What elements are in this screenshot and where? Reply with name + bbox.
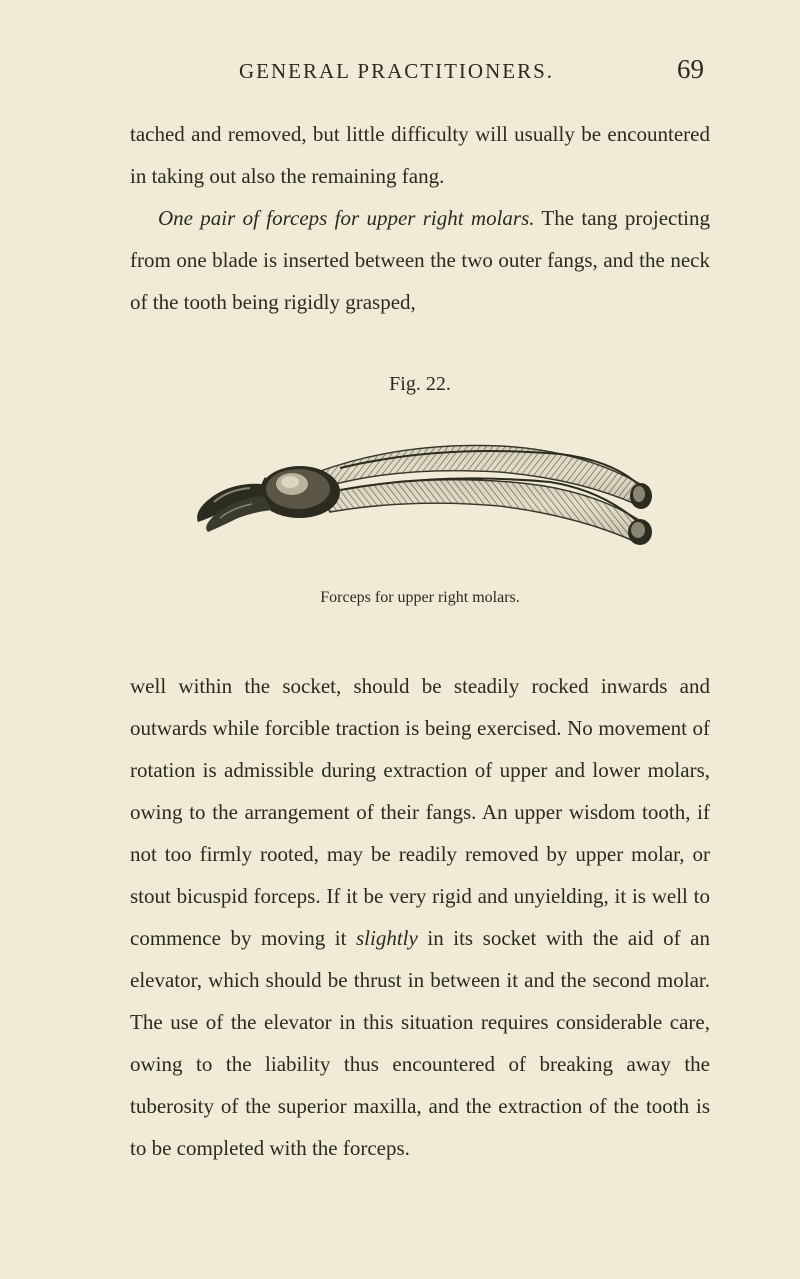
forceps-illustration [180,424,660,564]
figure-label: Fig. 22. [130,373,710,396]
paragraph-2-italic: One pair of forceps for upper right mola… [158,206,535,230]
page-number: 69 [677,54,704,85]
fig-number: 22. [426,373,451,395]
paragraph-2: One pair of forceps for upper right mola… [130,197,710,323]
fig-label-prefix: Fig. [389,373,421,395]
running-header: GENERAL PRACTITIONERS. [136,59,657,84]
figure-caption: Forceps for upper right molars. [130,589,710,607]
paragraph-1: tached and removed, but little difficult… [130,113,710,197]
figure-container [130,424,710,569]
paragraph-3: well within the socket, should be steadi… [130,665,710,1169]
paragraph-3-italic: slightly [356,926,418,950]
page-header: GENERAL PRACTITIONERS. 69 [130,54,710,85]
paragraph-3-b: in its socket with the aid of an elevato… [130,926,710,1160]
paragraph-3-a: well within the socket, should be steadi… [130,674,710,950]
